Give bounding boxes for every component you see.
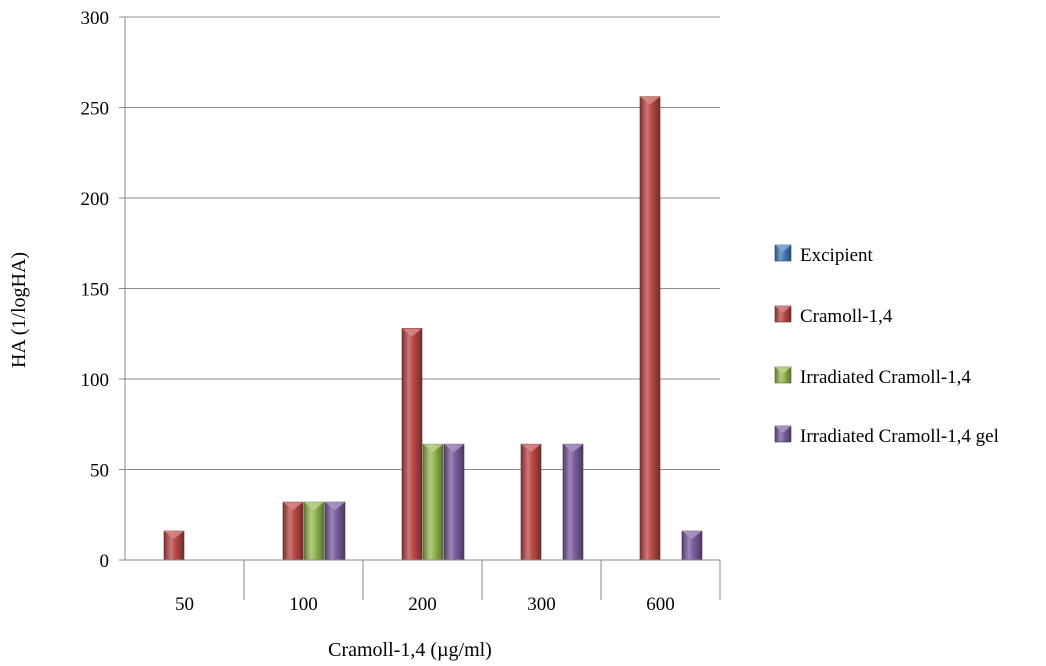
- bar: [303, 501, 325, 561]
- y-tick-label: 0: [100, 551, 110, 572]
- x-tick-label: 300: [527, 594, 556, 615]
- bar: [443, 443, 465, 561]
- gridlines: [119, 16, 720, 561]
- y-axis-title: HA (1/logHA): [8, 252, 30, 368]
- bar: [163, 530, 185, 561]
- bars: [163, 96, 703, 561]
- legend-label: Cramoll-1,4: [800, 306, 893, 327]
- bar: [639, 96, 661, 561]
- legend-item: Irradiated Cramoll-1,4 gel: [774, 425, 999, 447]
- legend-item: Irradiated Cramoll-1,4: [774, 366, 971, 388]
- x-tick-label: 600: [646, 594, 675, 615]
- x-tick-labels: 50 100 200 300 600: [175, 560, 721, 615]
- axes: [124, 17, 720, 561]
- x-tick-label: 50: [175, 594, 194, 615]
- bar: [422, 443, 444, 561]
- bar: [681, 530, 703, 561]
- y-tick-label: 100: [81, 370, 110, 391]
- bar: [520, 443, 542, 561]
- y-tick-label: 50: [90, 461, 109, 482]
- y-tick-label: 150: [81, 280, 110, 301]
- legend-item: Cramoll-1,4: [774, 305, 893, 327]
- legend: Excipient Cramoll-1,4 Irradiated Cramoll-1…: [774, 244, 999, 447]
- legend-label: Irradiated Cramoll-1,4: [800, 367, 971, 388]
- x-tick-label: 100: [289, 594, 318, 615]
- x-axis-title: Cramoll-1,4 (µg/ml): [328, 639, 492, 661]
- y-tick-label: 250: [81, 99, 110, 120]
- bar: [401, 328, 423, 561]
- y-tick-labels: 0 50 100 150 200 250 300: [81, 8, 110, 572]
- y-tick-label: 200: [81, 189, 110, 210]
- bar: [324, 501, 346, 561]
- y-tick-label: 300: [81, 8, 110, 29]
- bar: [282, 501, 304, 561]
- legend-label: Excipient: [800, 245, 874, 266]
- x-tick-label: 200: [408, 594, 437, 615]
- legend-label: Irradiated Cramoll-1,4 gel: [800, 426, 999, 447]
- legend-item: Excipient: [774, 244, 874, 266]
- bar: [562, 443, 584, 561]
